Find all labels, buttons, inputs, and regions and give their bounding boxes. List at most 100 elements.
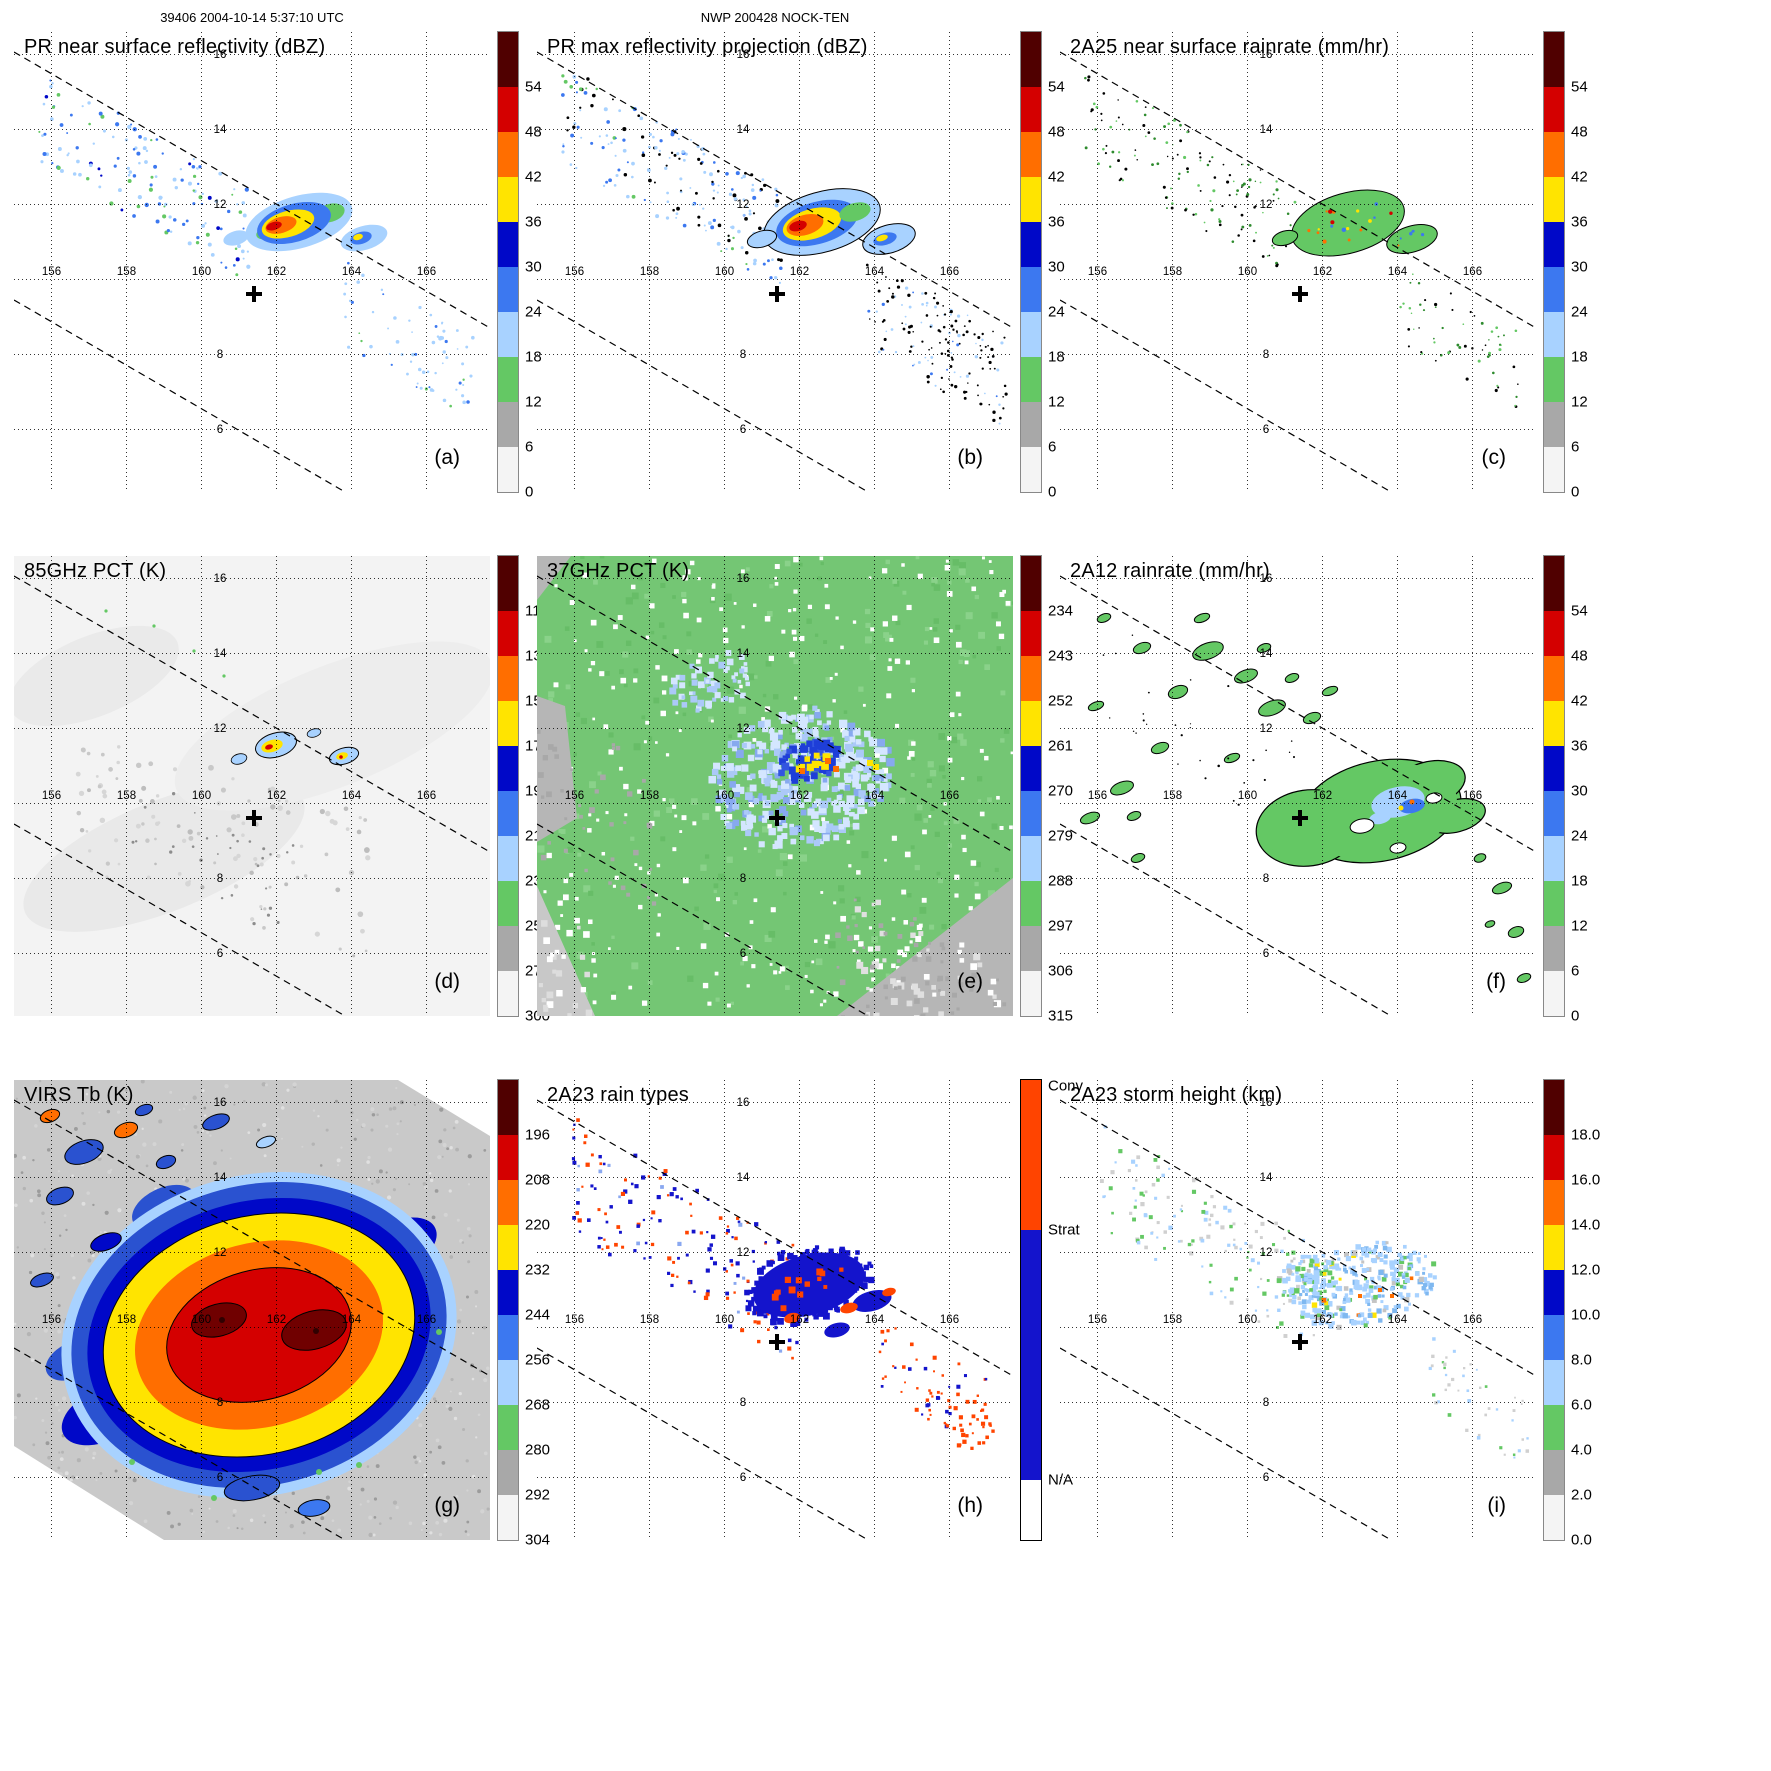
colorbar-band	[1544, 1080, 1564, 1136]
rain-type-label: N/A	[1048, 1471, 1074, 1489]
colorbar-tick-label: 0	[1048, 483, 1057, 501]
svg-text:158: 158	[117, 790, 136, 802]
svg-text:14: 14	[737, 124, 750, 136]
svg-text:156: 156	[42, 266, 61, 278]
svg-text:14: 14	[737, 648, 750, 660]
svg-text:160: 160	[192, 790, 211, 802]
colorbar-band	[498, 401, 518, 447]
map-data-layer	[14, 556, 490, 1016]
svg-text:164: 164	[342, 1314, 362, 1326]
panel-b-map: 156 158 160 162 164 166 16 14 12 8 6 PR max reflec…	[537, 32, 1013, 492]
panel-h-map: 156 158 160 162 164 166 16 14 12 8 6 2A23 rain typ…	[537, 1080, 1013, 1540]
colorbar-band	[1021, 791, 1041, 837]
panel-f: 156 158 160 162 164 166 16 14 12 8 6 2A12 rainrate…	[1060, 555, 1624, 1025]
colorbar-band	[1021, 656, 1041, 702]
pr-swath-edge-lines	[537, 51, 1013, 492]
panel-c-map: 156 158 160 162 164 166 16 14 12 8 6 2A25 near sur…	[1060, 32, 1536, 492]
panel-title: 2A25 near surface rainrate (mm/hr)	[1070, 36, 1390, 58]
grid-dotted	[14, 32, 490, 492]
svg-text:16: 16	[214, 1097, 227, 1109]
grid-dotted	[14, 1080, 490, 1540]
svg-text:12: 12	[214, 199, 227, 211]
colorbar-ticks: 234 243 252 261 270 279 288 297 306 315	[1048, 556, 1101, 1025]
colorbar-band	[498, 556, 518, 612]
colorbar-ticks: 196 208 220 232 244 256 268 280 292 304	[525, 1080, 578, 1549]
colorbar-tick-label: 220	[525, 1216, 551, 1234]
svg-text:160: 160	[715, 790, 734, 802]
svg-text:156: 156	[1088, 266, 1107, 278]
svg-text:6: 6	[1263, 1472, 1269, 1484]
colorbar-band	[498, 746, 518, 792]
colorbar-tick-label: 261	[1048, 737, 1074, 755]
colorbar-band	[1544, 312, 1564, 357]
panel-letter: (e)	[957, 970, 983, 993]
svg-text:16: 16	[737, 49, 750, 61]
colorbar-band	[1544, 1135, 1564, 1181]
panel-letter: (d)	[434, 970, 460, 993]
colorbar-band	[1021, 881, 1041, 926]
colorbar-band	[498, 881, 518, 926]
grid-dotted	[537, 556, 1013, 1016]
svg-text:156: 156	[565, 266, 584, 278]
storm-center-marker	[1292, 810, 1308, 826]
axis-tick-labels: 156 158 160 162 164 166 16 14 12 8 6	[565, 49, 959, 436]
colorbar-bands	[1020, 555, 1042, 1017]
panel-h-colorbar: Conv Strat N/A	[1020, 1077, 1101, 1541]
colorbar-band	[1544, 222, 1564, 268]
panel-title: 2A23 storm height (km)	[1070, 1084, 1283, 1106]
colorbar-band	[1544, 611, 1564, 657]
map-canvas: 156 158 160 162 164 166 16 14 12 8 6	[14, 556, 490, 1016]
header-orbit-timestamp: 39406 2004-10-14 5:37:10 UTC	[160, 10, 344, 25]
colorbar-band	[498, 357, 518, 402]
svg-text:164: 164	[1388, 266, 1408, 278]
svg-text:162: 162	[267, 1314, 286, 1326]
colorbar-ticks: 18.0 16.0 14.0 12.0 10.0 8.0 6.0 4.0 2.0 0.0	[1571, 1080, 1624, 1549]
panel-letter: (c)	[1481, 446, 1507, 469]
colorbar-band	[498, 836, 518, 881]
colorbar-band	[1544, 746, 1564, 792]
map-canvas: 156 158 160 162 164 166 16 14 12 8 6	[1060, 1080, 1536, 1540]
colorbar-band	[1544, 32, 1564, 88]
svg-text:6: 6	[217, 948, 223, 960]
svg-text:16: 16	[737, 1097, 750, 1109]
panel-i-colorbar: 18.0 16.0 14.0 12.0 10.0 8.0 6.0 4.0 2.0 0.0	[1543, 1079, 1624, 1549]
map-data-layer	[561, 74, 1008, 425]
map-data-layer	[571, 1118, 995, 1450]
colorbar-tick-label: 18	[1048, 348, 1065, 366]
colorbar-tick-label: 18.0	[1571, 1126, 1601, 1144]
colorbar-band	[1021, 222, 1041, 268]
svg-text:166: 166	[1463, 266, 1482, 278]
panel-title: VIRS Tb (K)	[24, 1084, 134, 1106]
colorbar-band	[1021, 32, 1041, 88]
colorbar-band	[1544, 357, 1564, 402]
svg-text:6: 6	[740, 424, 746, 436]
svg-text:12: 12	[1260, 199, 1273, 211]
storm-center-marker	[246, 810, 262, 826]
colorbar-band	[498, 222, 518, 268]
colorbar-bands	[1543, 1079, 1565, 1541]
svg-text:160: 160	[1238, 790, 1257, 802]
map-canvas: 156 158 160 162 164 166 16 14 12 8 6	[537, 556, 1013, 1016]
colorbar-band	[498, 1449, 518, 1495]
colorbar-tick-label: 30	[1048, 258, 1065, 276]
svg-text:164: 164	[342, 266, 362, 278]
panel-e-colorbar: 234 243 252 261 270 279 288 297 306 315	[1020, 555, 1101, 1025]
panel-g-colorbar: 196 208 220 232 244 256 268 280 292 304	[497, 1079, 578, 1549]
colorbar-tick-label: 6.0	[1571, 1396, 1592, 1414]
colorbar-tick-label: 10.0	[1571, 1306, 1601, 1324]
colorbar-band	[1544, 970, 1564, 1016]
svg-text:166: 166	[1463, 790, 1482, 802]
svg-text:16: 16	[214, 573, 227, 585]
colorbar-band	[1544, 701, 1564, 747]
svg-text:162: 162	[267, 790, 286, 802]
panel-i-map: 156 158 160 162 164 166 16 14 12 8 6 2A23 storm he…	[1060, 1080, 1536, 1540]
svg-text:162: 162	[790, 790, 809, 802]
svg-text:6: 6	[217, 1472, 223, 1484]
colorbar-band	[1021, 87, 1041, 133]
storm-center-marker	[1292, 286, 1308, 302]
colorbar-band	[498, 1405, 518, 1450]
colorbar-band	[498, 701, 518, 747]
svg-text:14: 14	[214, 648, 227, 660]
storm-center-marker	[1292, 1334, 1308, 1350]
svg-text:160: 160	[1238, 266, 1257, 278]
